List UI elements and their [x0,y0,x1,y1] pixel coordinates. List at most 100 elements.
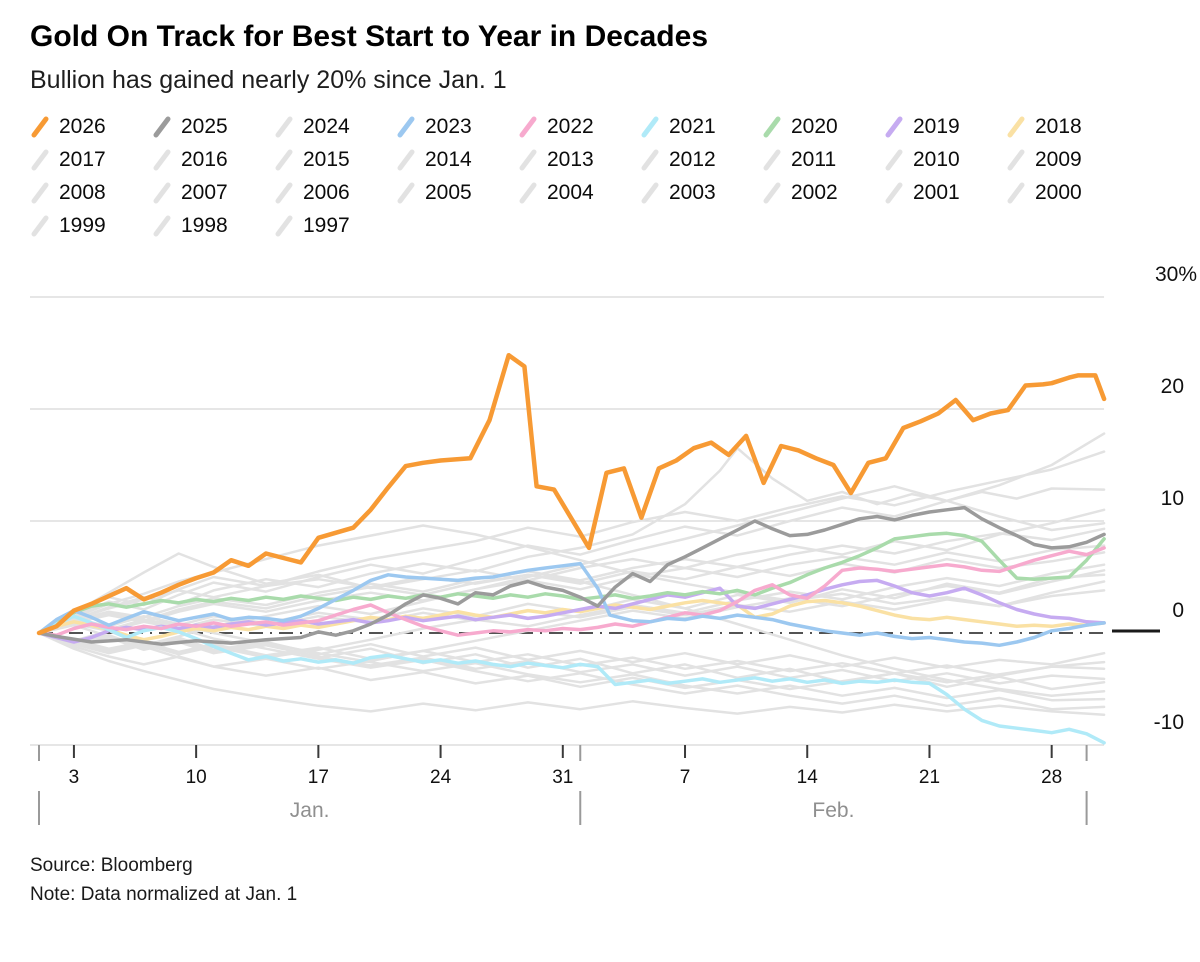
y-axis-label--10: -10 [1154,711,1184,734]
legend-year-label: 1998 [181,214,228,237]
legend: 2026 2025 2024 2023 2022 2021 2020 2019 2018 2017… [30,111,1180,243]
gold-ytd-comparison-chart: 30% 20 10 0 -10 3 10 17 24 31 7 14 21 28 Jan. Feb. [30,263,1197,825]
legend-slash-icon [152,115,172,139]
legend-slash-icon [152,148,172,172]
legend-year-label: 2020 [791,115,838,138]
series-line-1997 [37,631,1106,716]
legend-year-label: 2026 [59,115,106,138]
legend-item-2005: 2005 [396,177,518,210]
chart-header: Gold On Track for Best Start to Year in … [0,20,1200,95]
y-axis-label-10: 10 [1161,487,1184,510]
series-line-2023 [37,561,1106,647]
legend-year-label: 1997 [303,214,350,237]
x-axis-label-24: 24 [430,767,452,788]
series-line-2015 [37,523,1106,634]
legend-item-2019: 2019 [884,111,1006,144]
legend-year-label: 2009 [1035,148,1082,171]
legend-item-1999: 1999 [30,210,152,243]
legend-slash-icon [640,115,660,139]
series-line-1999 [37,508,1106,634]
legend-item-2018: 2018 [1006,111,1128,144]
legend-item-2012: 2012 [640,144,762,177]
month-label-Feb: Feb. [812,799,854,822]
x-axis-label-31: 31 [552,767,573,788]
y-axis-label-30: 30% [1155,263,1197,286]
legend-slash-icon [884,148,904,172]
x-axis-label-10: 10 [186,767,207,788]
series-line-2019 [37,578,1106,644]
series-line-2022 [37,545,1106,637]
legend-year-label: 2004 [547,181,594,204]
legend-year-label: 2005 [425,181,472,204]
x-axis-label-28: 28 [1041,767,1062,788]
series-line-2020 [37,531,1106,635]
legend-item-2016: 2016 [152,144,274,177]
legend-year-label: 2007 [181,181,228,204]
y-axis-label-0: 0 [1172,599,1184,622]
legend-year-label: 2014 [425,148,472,171]
legend-slash-icon [1006,115,1026,139]
legend-slash-icon [884,115,904,139]
legend-item-2023: 2023 [396,111,518,144]
legend-year-label: 2008 [59,181,106,204]
legend-slash-icon [30,214,50,238]
legend-year-label: 2000 [1035,181,1082,204]
legend-item-2022: 2022 [518,111,640,144]
legend-item-2007: 2007 [152,177,274,210]
y-axis-label-20: 20 [1161,375,1184,398]
legend-item-2017: 2017 [30,144,152,177]
legend-slash-icon [30,148,50,172]
legend-item-2004: 2004 [518,177,640,210]
legend-slash-icon [30,115,50,139]
legend-slash-icon [640,181,660,205]
series-line-2016 [37,629,1106,669]
page-title: Gold On Track for Best Start to Year in … [30,20,709,53]
legend-slash-icon [396,148,416,172]
legend-year-label: 2013 [547,148,594,171]
x-axis-label-14: 14 [797,767,819,788]
series-line-2021 [37,613,1106,745]
note-text: Note: Data normalized at Jan. 1 [30,883,298,905]
legend-year-label: 2001 [913,181,960,204]
legend-slash-icon [884,181,904,205]
series-line-2011 [37,562,1106,659]
legend-year-label: 2021 [669,115,716,138]
x-axis-label-17: 17 [308,767,329,788]
page-subtitle: Bullion has gained nearly 20% since Jan.… [30,65,507,94]
x-axis-label-7: 7 [680,767,691,788]
legend-item-2020: 2020 [762,111,884,144]
legend-item-2026: 2026 [30,111,152,144]
x-axis-label-3: 3 [69,767,80,788]
legend-year-label: 2006 [303,181,350,204]
month-label-Jan: Jan. [290,799,330,822]
legend-year-label: 2016 [181,148,228,171]
legend-item-2006: 2006 [274,177,396,210]
series-line-2006 [37,449,1106,634]
legend-slash-icon [1006,181,1026,205]
legend-item-2015: 2015 [274,144,396,177]
legend-year-label: 2023 [425,115,472,138]
legend-year-label: 1999 [59,214,106,237]
legend-year-label: 2011 [791,148,837,171]
legend-year-label: 2017 [59,148,106,171]
legend-slash-icon [30,181,50,205]
legend-slash-icon [518,181,538,205]
series-line-2026 [36,352,1107,635]
legend-slash-icon [1006,148,1026,172]
legend-item-2002: 2002 [762,177,884,210]
legend-item-2010: 2010 [884,144,1006,177]
series-line-2025 [37,505,1106,646]
legend-slash-icon [274,214,294,238]
series-line-2005 [37,631,1106,677]
legend-year-label: 2018 [1035,115,1082,138]
legend-slash-icon [762,115,782,139]
chart-footer: Source: Bloomberg Note: Data normalized … [30,851,1200,910]
legend-item-2025: 2025 [152,111,274,144]
legend-item-2024: 2024 [274,111,396,144]
legend-year-label: 2019 [913,115,960,138]
legend-year-label: 2012 [669,148,716,171]
legend-slash-icon [518,115,538,139]
legend-slash-icon [640,148,660,172]
legend-item-2021: 2021 [640,111,762,144]
legend-year-label: 2024 [303,115,350,138]
